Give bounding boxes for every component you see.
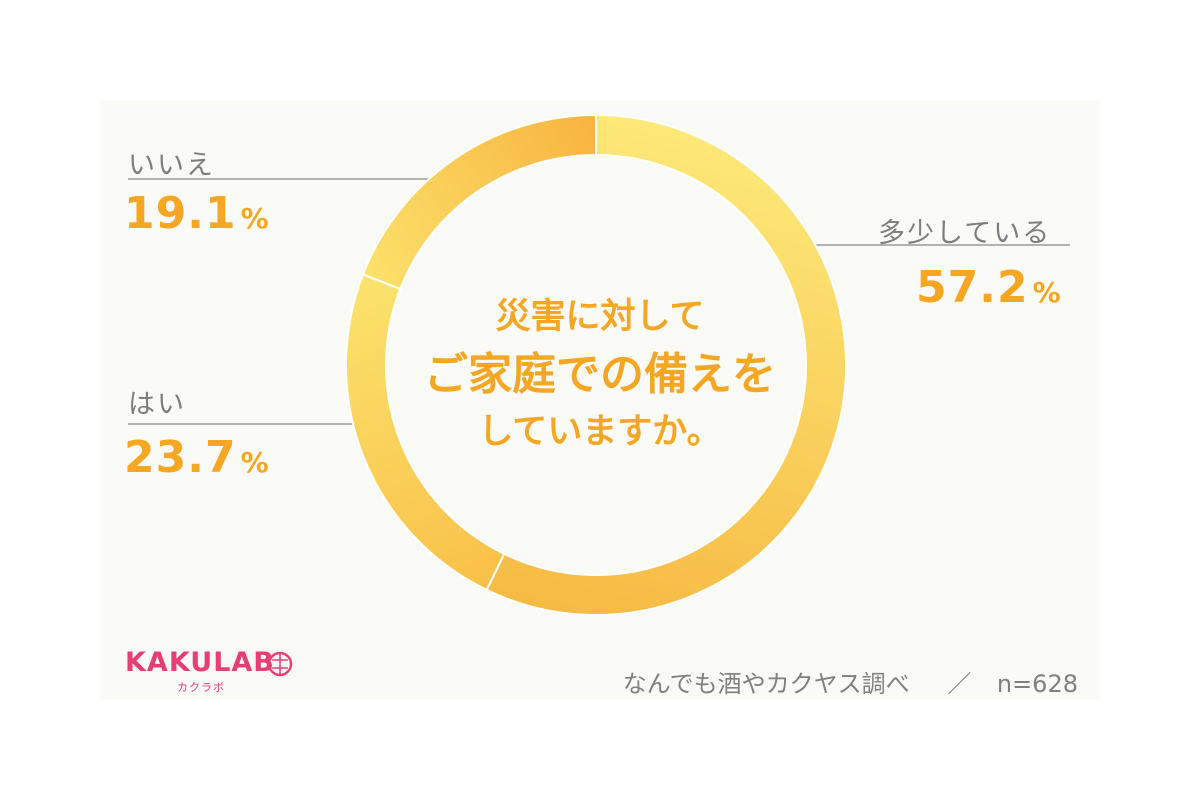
source-separator: ／ [947,670,972,698]
slice-value-hai-number: 23.7 [124,432,237,483]
source-text: なんでも酒やカクヤス調べ [622,670,910,698]
sample-size: n=628 [996,670,1078,698]
chart-title: 災害に対して ご家庭での備えを していますか。 [380,292,820,457]
donut-slice-iie [361,113,597,291]
slice-value-tashou: 57.2% [916,262,1062,313]
chart-title-line-1: 災害に対して [495,297,705,337]
logo-subtitle: カクラボ [177,681,225,694]
chart-title-line-2: ご家庭での備えを [424,348,776,400]
slice-value-hai-unit: % [240,446,270,479]
slice-value-tashou-number: 57.2 [916,262,1029,313]
kakulabo-logo: KAKULAB カクラボ [125,647,293,694]
slice-label-tashou: 多少している [878,218,1052,249]
logo-wordmark: KAKULAB [125,647,275,678]
slice-value-iie: 19.1% [124,188,270,239]
slice-value-iie-number: 19.1 [124,188,237,239]
slice-value-hai: 23.7% [124,432,270,483]
donut-slice-tashou [485,113,847,616]
slice-label-iie: いいえ [128,150,215,181]
slice-value-tashou-unit: % [1032,276,1062,309]
slice-value-iie-unit: % [240,202,270,235]
chart-title-line-3: していますか。 [478,411,722,452]
logo-circle-mark-icon [267,651,293,677]
source-note: なんでも酒やカクヤス調べ ／ n=628 [623,664,1078,699]
slice-label-hai: はい [128,389,186,420]
